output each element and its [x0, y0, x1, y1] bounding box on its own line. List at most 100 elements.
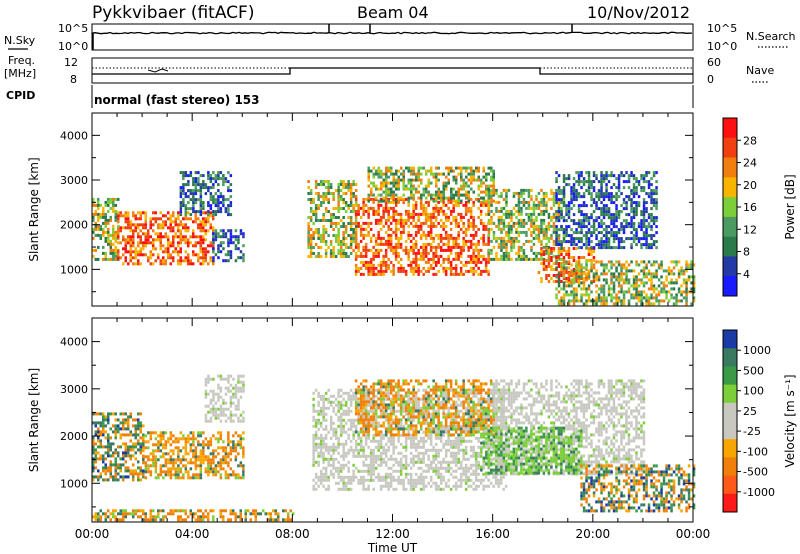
range-cell — [605, 225, 608, 229]
range-cell — [615, 234, 618, 238]
range-cell — [139, 223, 142, 227]
range-cell — [132, 442, 135, 446]
range-cell — [407, 254, 410, 258]
range-cell — [114, 412, 117, 416]
range-cell — [454, 245, 458, 249]
range-cell — [427, 215, 430, 219]
range-cell — [104, 430, 107, 434]
range-cell — [517, 209, 521, 213]
range-cell — [114, 472, 117, 476]
range-cell — [580, 299, 583, 303]
range-cell — [405, 184, 408, 188]
range-cell — [515, 230, 518, 234]
range-cell — [332, 195, 335, 198]
range-cell — [550, 251, 553, 255]
range-cell — [642, 198, 646, 202]
range-cell — [467, 196, 470, 200]
range-cell — [179, 201, 183, 205]
range-cell — [635, 278, 638, 282]
range-cell — [234, 395, 238, 399]
range-cell — [367, 272, 370, 276]
range-cell — [395, 193, 398, 197]
range-cell — [582, 287, 586, 291]
range-cell — [439, 233, 443, 237]
range-cell — [347, 397, 350, 401]
range-cell — [204, 186, 208, 190]
range-cell — [207, 229, 210, 233]
range-cell — [577, 281, 581, 285]
range-cell — [660, 275, 663, 279]
range-cell — [342, 216, 345, 219]
range-cell — [197, 198, 200, 202]
range-cell — [149, 458, 153, 462]
range-cell — [207, 177, 210, 181]
range-cell — [487, 236, 490, 240]
range-cell — [94, 257, 97, 261]
range-cell — [99, 457, 102, 461]
range-cell — [394, 245, 398, 249]
range-cell — [102, 233, 105, 237]
range-cell — [650, 207, 653, 211]
range-cell — [124, 418, 127, 422]
range-cell — [652, 216, 656, 220]
range-cell — [575, 180, 578, 184]
range-cell — [199, 464, 203, 468]
data-region — [307, 180, 358, 258]
range-cell — [314, 487, 318, 491]
range-cell — [439, 239, 443, 243]
range-cell — [144, 253, 147, 257]
range-cell — [99, 430, 102, 434]
range-cell — [309, 201, 313, 204]
range-cell — [142, 433, 145, 437]
range-cell — [625, 171, 628, 175]
range-cell — [605, 183, 608, 187]
range-cell — [645, 210, 648, 214]
range-cell — [344, 255, 348, 258]
range-cell — [347, 207, 350, 210]
range-cell — [527, 206, 531, 210]
range-cell — [339, 475, 343, 479]
range-cell — [520, 221, 523, 225]
range-cell — [112, 424, 115, 428]
range-cell — [182, 458, 185, 462]
range-cell — [442, 269, 445, 273]
range-cell — [625, 260, 628, 264]
range-cell — [582, 272, 586, 276]
range-cell — [567, 207, 571, 211]
range-cell — [520, 245, 523, 249]
range-cell — [339, 403, 343, 407]
range-cell — [379, 197, 383, 201]
range-cell — [690, 302, 693, 306]
range-cell — [152, 211, 155, 215]
range-cell — [575, 296, 578, 300]
range-cell — [187, 180, 190, 184]
range-cell — [635, 287, 638, 291]
range-cell — [217, 247, 220, 251]
range-cell — [242, 467, 245, 471]
range-cell — [595, 299, 598, 303]
range-cell — [622, 278, 626, 282]
range-cell — [565, 225, 568, 229]
range-cell — [422, 212, 425, 216]
range-cell — [104, 221, 107, 225]
range-cell — [507, 251, 511, 255]
range-cell — [434, 260, 438, 264]
range-cell — [562, 215, 566, 219]
range-cell — [502, 239, 506, 243]
range-cell — [202, 452, 205, 456]
range-cell — [512, 212, 516, 216]
range-cell — [324, 469, 328, 473]
range-cell — [207, 455, 210, 459]
range-cell — [97, 224, 100, 228]
range-cell — [427, 269, 430, 273]
range-cell — [99, 445, 102, 449]
range-cell — [677, 272, 681, 276]
range-cell — [487, 184, 490, 188]
range-cell — [212, 177, 215, 181]
range-cell — [114, 451, 117, 455]
range-cell — [607, 210, 611, 214]
range-cell — [212, 473, 215, 477]
range-cell — [457, 199, 460, 203]
range-cell — [362, 200, 365, 204]
range-cell — [690, 275, 693, 279]
